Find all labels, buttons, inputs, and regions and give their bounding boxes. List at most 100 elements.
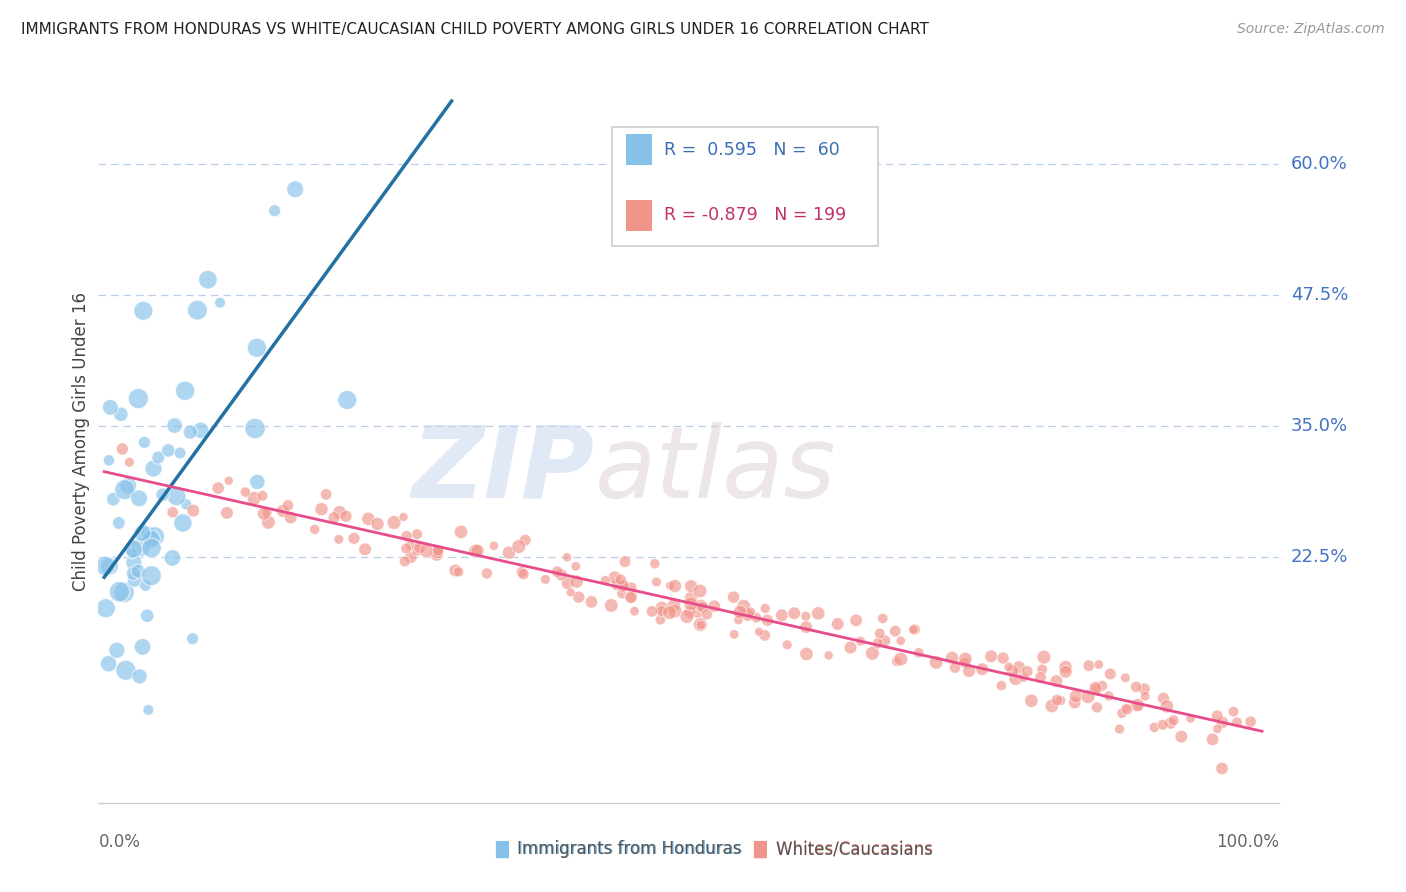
Point [560,585,582,599]
Point [620,581,643,595]
Point [997,660,1019,674]
Point [1085,682,1108,697]
Text: 35.0%: 35.0% [1291,417,1348,434]
Point [733,599,755,614]
Point [263,203,285,218]
Point [406,527,429,541]
Text: █  Whites/Caucasians: █ Whites/Caucasians [754,840,934,858]
Point [108,584,131,599]
Point [727,613,749,627]
Point [972,662,994,676]
Point [179,425,201,439]
Point [172,516,194,530]
Point [776,638,799,652]
Point [162,550,184,565]
Point [1206,722,1229,736]
Point [645,574,668,589]
Point [794,620,817,634]
Point [271,504,294,518]
Point [181,503,204,517]
Point [1064,690,1087,704]
Point [664,579,686,593]
Point [534,573,557,587]
Point [676,609,699,624]
Point [257,516,280,530]
Point [215,506,238,520]
Point [118,455,141,469]
Point [253,507,276,521]
Point [827,617,849,632]
Point [134,435,156,450]
Point [783,606,806,620]
Point [613,577,636,591]
Point [1211,715,1233,730]
Point [862,646,884,660]
Y-axis label: Child Poverty Among Girls Under 16: Child Poverty Among Girls Under 16 [72,292,90,591]
Point [323,510,346,524]
Point [444,564,467,578]
Point [817,648,839,663]
Point [925,656,948,670]
FancyBboxPatch shape [626,200,652,230]
Point [689,617,711,632]
Point [181,632,204,646]
Point [1063,696,1085,710]
Point [1012,670,1035,684]
Point [94,559,117,574]
Point [218,474,240,488]
Point [127,564,149,578]
Point [740,605,762,619]
Point [600,599,623,613]
Point [512,567,534,582]
Point [568,590,591,604]
Point [447,565,470,579]
Point [1031,662,1053,676]
Point [612,579,634,593]
Point [679,591,702,605]
Point [162,505,184,519]
Point [723,627,745,641]
Point [122,566,145,581]
Point [748,624,770,639]
Point [606,578,628,592]
Point [1156,699,1178,714]
Point [152,488,174,502]
Point [692,600,714,615]
Point [111,442,134,456]
Point [1077,658,1099,673]
Point [174,384,197,398]
Point [690,618,713,632]
Point [659,579,682,593]
Point [953,656,976,670]
Point [1085,700,1108,714]
Point [1125,680,1147,694]
Point [166,490,188,504]
Point [1152,718,1174,732]
Point [728,605,751,619]
Point [482,539,505,553]
Point [1111,706,1133,721]
Point [98,453,121,467]
Point [1001,664,1024,678]
Point [122,556,145,570]
Point [620,590,643,604]
Point [114,483,136,497]
Point [1114,671,1136,685]
Point [796,647,818,661]
Point [1180,711,1202,725]
Point [1116,702,1139,716]
Point [427,543,450,558]
Text: 22.5%: 22.5% [1291,548,1348,566]
Point [163,418,186,433]
Point [148,450,170,465]
Point [1114,701,1136,715]
Point [754,601,776,615]
Point [1054,660,1077,674]
Point [650,604,672,618]
Text: 0.0%: 0.0% [98,833,141,851]
Point [1021,694,1043,708]
Text: Whites/Caucasians: Whites/Caucasians [755,840,932,858]
Point [943,661,966,675]
Point [610,586,633,600]
Text: Source: ZipAtlas.com: Source: ZipAtlas.com [1237,22,1385,37]
